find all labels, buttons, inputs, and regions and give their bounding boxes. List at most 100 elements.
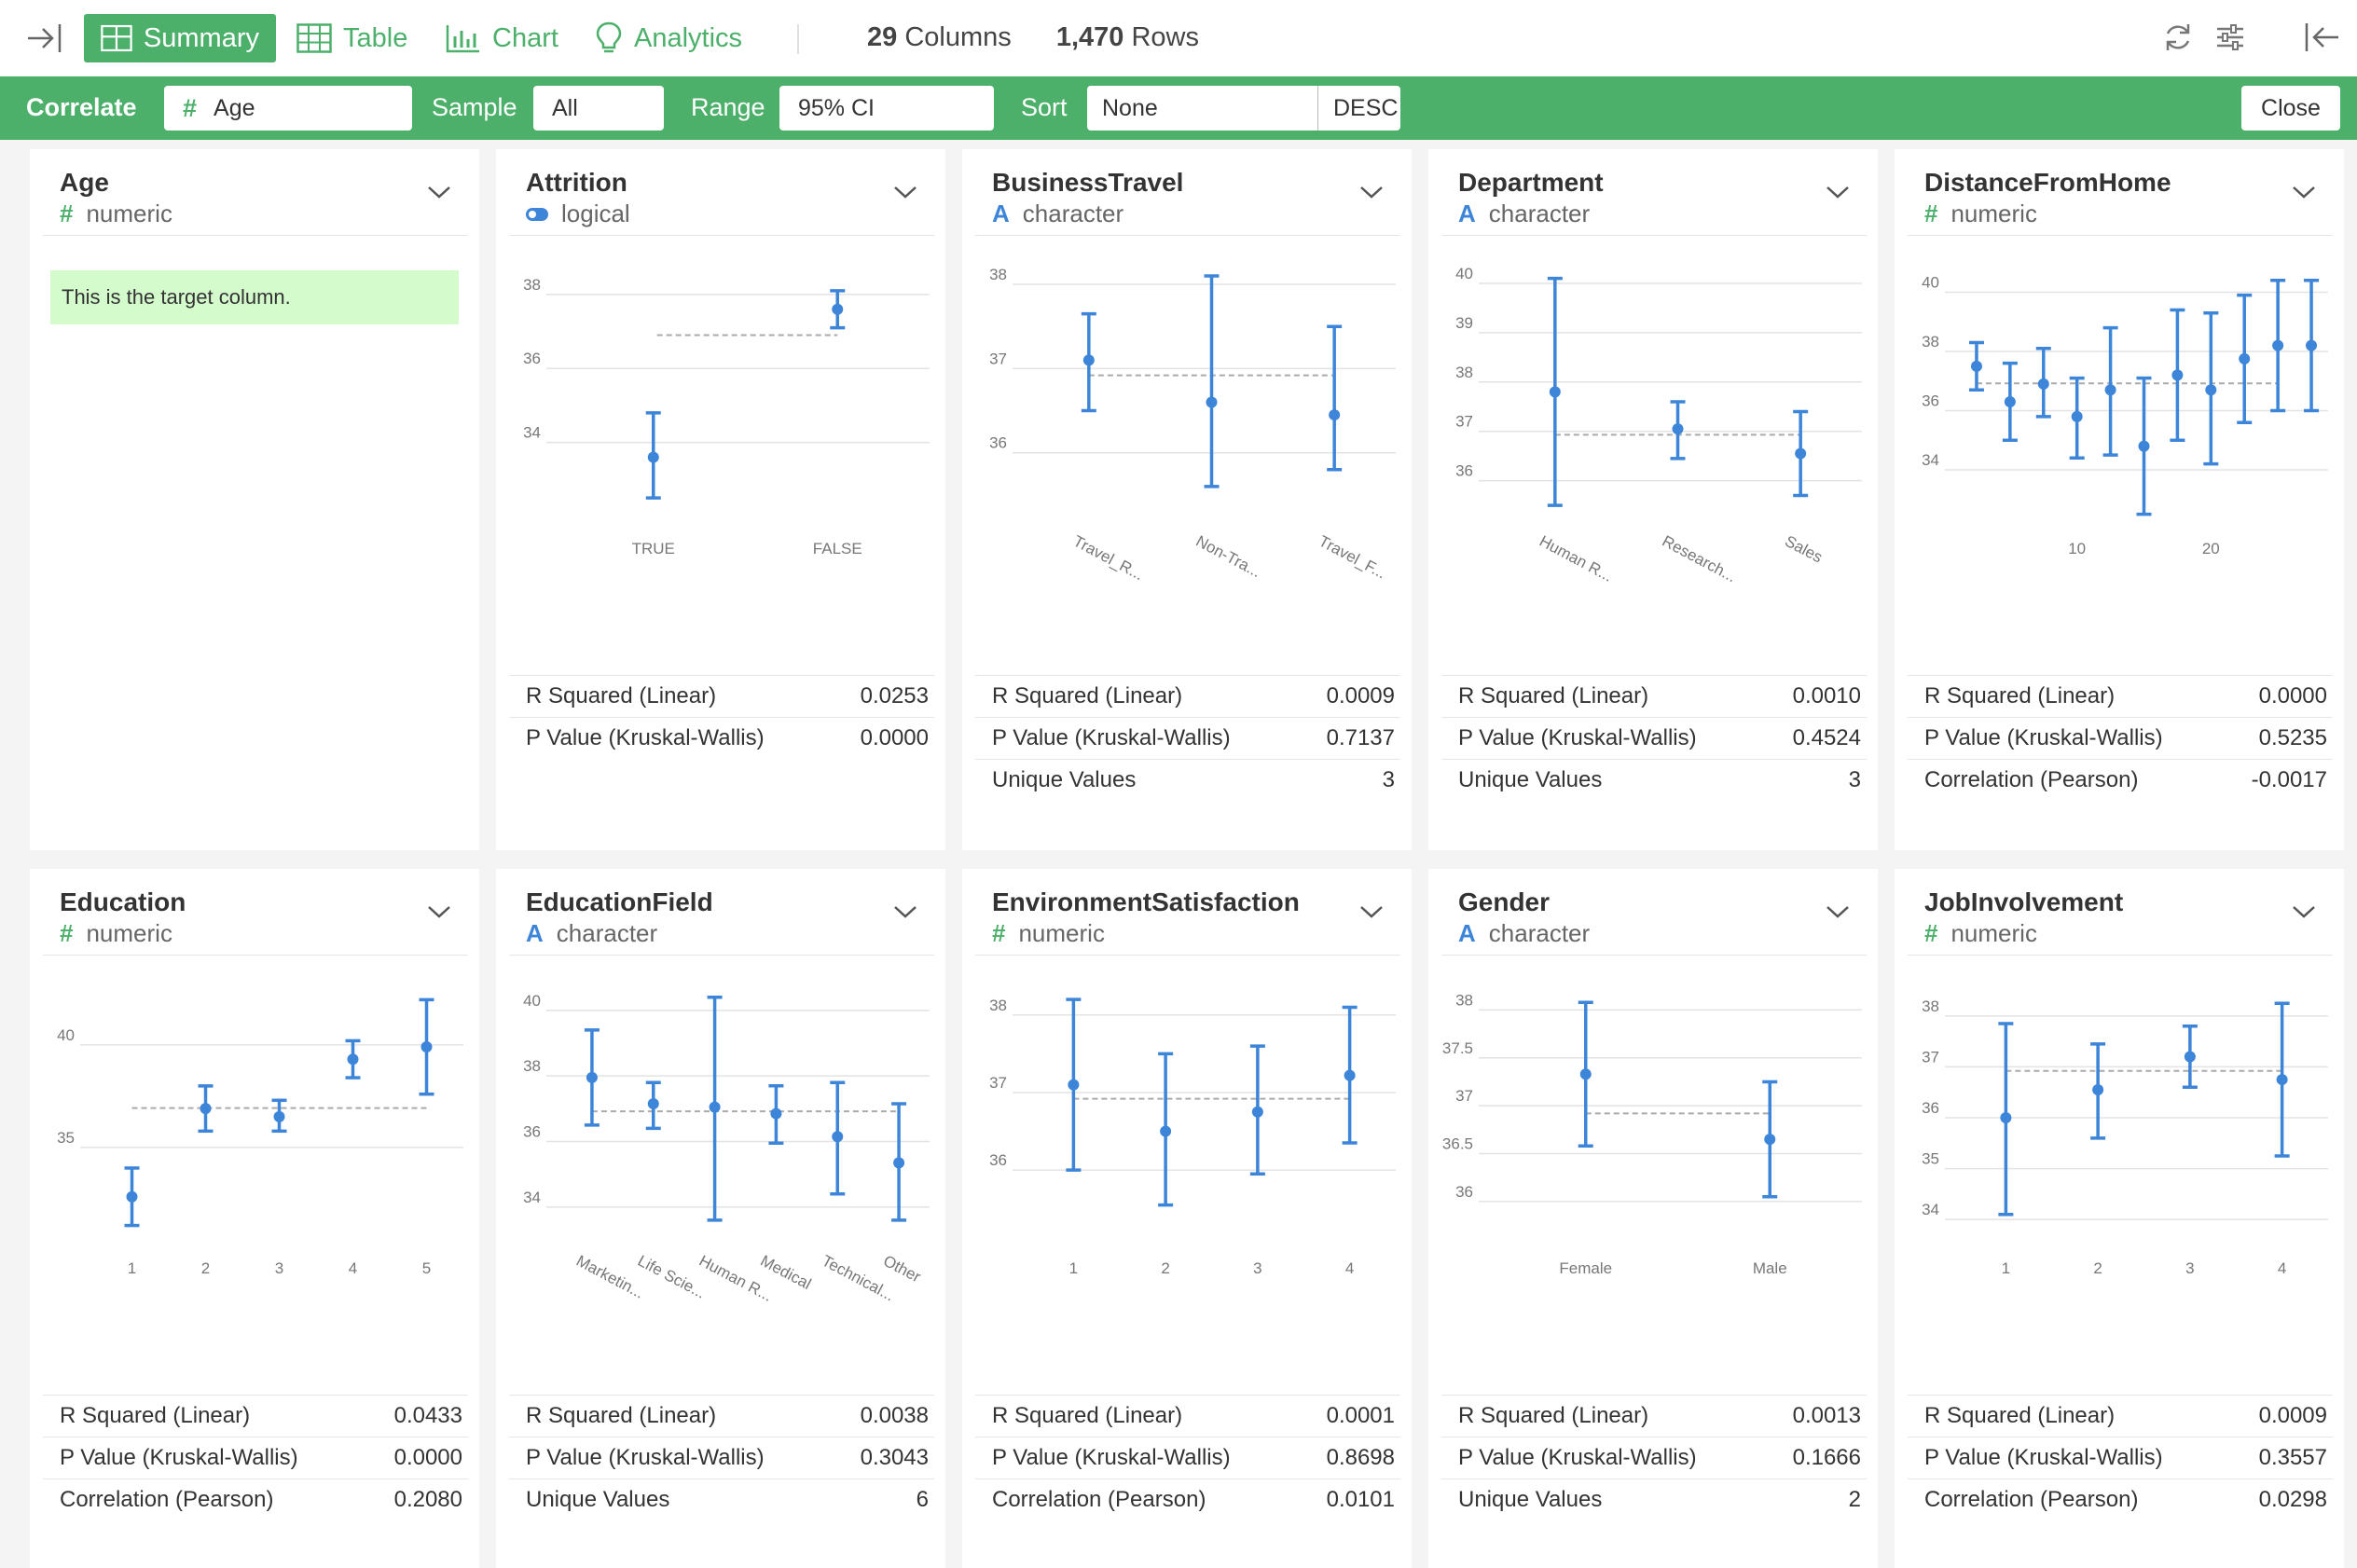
- x-tick-label: Sales: [1782, 532, 1825, 567]
- error-bar: [2136, 376, 2152, 516]
- x-tick-label: Non-Tra...: [1193, 532, 1264, 581]
- chart-tab[interactable]: Chart: [429, 14, 575, 62]
- sort-select[interactable]: None: [1087, 86, 1318, 131]
- y-tick-label: 36: [1455, 1183, 1473, 1201]
- card-title: Attrition: [526, 168, 627, 197]
- stat-row: P Value (Kruskal-Wallis) 0.7137: [975, 717, 1400, 759]
- error-bar: [2203, 310, 2219, 466]
- character-type-icon: A: [526, 919, 544, 947]
- x-tick-label: 10: [2068, 540, 2086, 557]
- error-bar: [345, 1038, 361, 1080]
- y-tick-label: 40: [57, 1026, 75, 1044]
- error-bar: [1327, 324, 1343, 472]
- stat-label: P Value (Kruskal-Wallis): [526, 1445, 765, 1470]
- stat-value: 0.0101: [1326, 1487, 1395, 1512]
- mean-point: [893, 1157, 905, 1169]
- y-tick-label: 36: [1922, 1099, 1939, 1117]
- columns-label: Columns: [904, 22, 1012, 52]
- collapse-panel-icon[interactable]: [2303, 21, 2340, 54]
- table-tab-label: Table: [343, 22, 408, 53]
- sort-order-button[interactable]: DESC: [1318, 86, 1400, 131]
- character-type-icon: A: [1458, 919, 1476, 947]
- mean-point: [2104, 384, 2116, 396]
- card-header-divider: [43, 235, 468, 236]
- error-bar: [1578, 1000, 1593, 1148]
- stat-value: 0.3557: [2258, 1445, 2327, 1470]
- card-stats: R Squared (Linear) 0.0038 P Value (Kruskal…: [509, 1395, 934, 1520]
- card-type-label: numeric: [86, 919, 172, 947]
- card-type-label: character: [1488, 199, 1591, 227]
- error-bar: [2102, 325, 2118, 457]
- chevron-down-icon[interactable]: [2292, 185, 2316, 199]
- stat-value: 0.0009: [1326, 683, 1395, 708]
- table-tab[interactable]: Table: [280, 14, 424, 62]
- sample-select[interactable]: All: [533, 86, 664, 131]
- stat-value: 0.3043: [860, 1445, 929, 1470]
- stat-label: Correlation (Pearson): [992, 1487, 1206, 1512]
- stat-row: R Squared (Linear) 0.0010: [1441, 675, 1867, 717]
- chevron-down-icon[interactable]: [1826, 185, 1850, 199]
- lightbulb-icon: [596, 21, 622, 53]
- card-type-label: numeric: [1018, 919, 1105, 947]
- analytics-tab-label: Analytics: [634, 22, 743, 53]
- error-bar: [1066, 997, 1082, 1172]
- card-title: DistanceFromHome: [1924, 168, 2171, 197]
- y-tick-label: 38: [989, 997, 1007, 1014]
- chevron-down-icon[interactable]: [1826, 904, 1850, 919]
- error-bar-chart: 36 37 38 1 2 3 4: [989, 997, 1396, 1277]
- stat-row: R Squared (Linear) 0.0001: [975, 1395, 1400, 1437]
- error-bar: [1968, 340, 1984, 392]
- sort-control: None DESC: [1087, 86, 1400, 131]
- mean-point: [647, 451, 659, 463]
- error-bar: [2170, 308, 2185, 443]
- summary-tab[interactable]: Summary: [84, 14, 276, 62]
- error-bar: [2002, 361, 2018, 443]
- target-column-select[interactable]: # Age: [164, 86, 412, 131]
- error-bar: [2182, 1025, 2198, 1089]
- chevron-down-icon[interactable]: [893, 904, 917, 919]
- y-tick-label: 36: [523, 350, 541, 367]
- stat-row: R Squared (Linear) 0.0253: [509, 675, 934, 717]
- mean-point: [1251, 1106, 1263, 1118]
- chevron-down-icon[interactable]: [1359, 185, 1384, 199]
- error-bar: [830, 1080, 846, 1196]
- logical-type-icon: [526, 207, 548, 221]
- card-type-label: numeric: [1950, 199, 2037, 227]
- column-card-age: Age # numeric This is the target column.: [30, 149, 479, 850]
- stat-row: R Squared (Linear) 0.0000: [1908, 675, 2333, 717]
- stat-value: -0.0017: [2251, 767, 2327, 792]
- stat-label: P Value (Kruskal-Wallis): [992, 725, 1231, 750]
- range-select[interactable]: 95% CI: [779, 86, 994, 131]
- x-tick-label: Life Scie...: [635, 1252, 709, 1302]
- expand-sidebar-icon[interactable]: [26, 22, 63, 54]
- error-bar: [1762, 1080, 1778, 1199]
- y-tick-label: 37: [1922, 1048, 1939, 1066]
- card-header-divider: [975, 235, 1400, 236]
- chevron-down-icon[interactable]: [893, 185, 917, 199]
- stat-value: 0.1666: [1792, 1445, 1861, 1470]
- stat-value: 0.0000: [860, 725, 929, 750]
- x-tick-label: 3: [275, 1259, 283, 1277]
- refresh-icon[interactable]: [2161, 21, 2195, 54]
- settings-sliders-icon[interactable]: [2213, 21, 2247, 54]
- stat-row: P Value (Kruskal-Wallis) 0.4524: [1441, 717, 1867, 759]
- card-stats: R Squared (Linear) 0.0010 P Value (Kruskal…: [1441, 675, 1867, 801]
- close-button[interactable]: Close: [2241, 86, 2340, 131]
- card-stats: R Squared (Linear) 0.0433 P Value (Kruskal…: [43, 1395, 468, 1520]
- target-column-note: This is the target column.: [50, 270, 459, 324]
- error-bar: [645, 411, 661, 500]
- y-tick-label: 38: [989, 266, 1007, 283]
- chevron-down-icon[interactable]: [2292, 904, 2316, 919]
- error-bar: [584, 1028, 600, 1127]
- chevron-down-icon[interactable]: [427, 904, 451, 919]
- dataset-size: 29 Columns 1,470 Rows: [867, 22, 1199, 53]
- chevron-down-icon[interactable]: [427, 185, 451, 199]
- chevron-down-icon[interactable]: [1359, 904, 1384, 919]
- card-type: # numeric: [60, 199, 172, 228]
- analytics-tab[interactable]: Analytics: [578, 14, 759, 62]
- card-title: Education: [60, 887, 186, 916]
- y-tick-label: 34: [1922, 451, 1939, 469]
- mean-point: [2276, 1074, 2288, 1086]
